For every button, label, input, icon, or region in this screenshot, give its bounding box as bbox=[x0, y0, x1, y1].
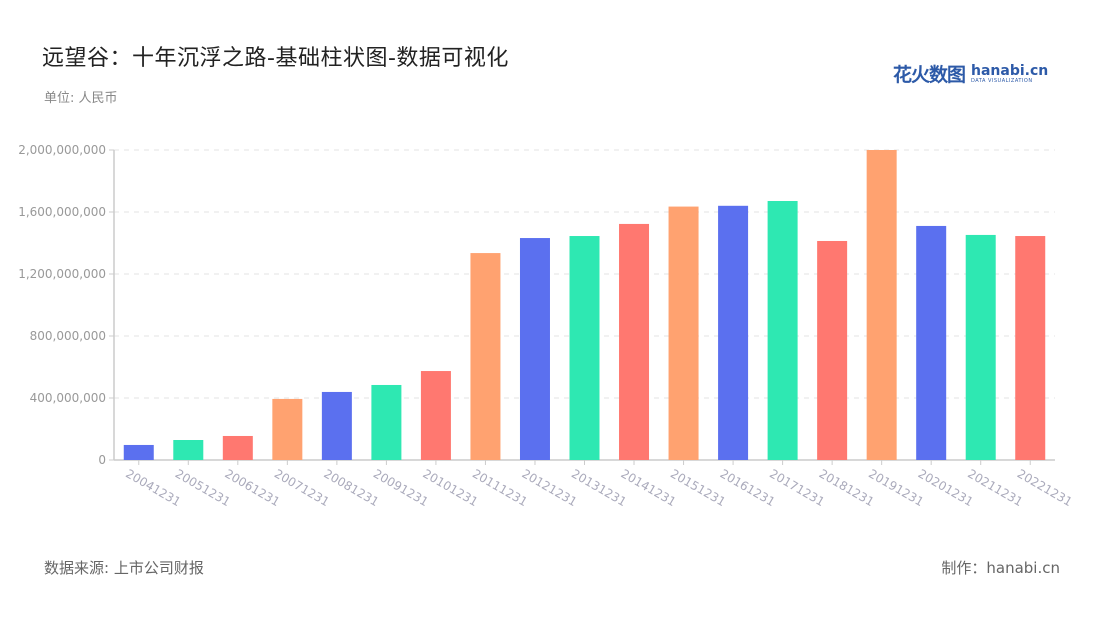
bar-20161231[interactable] bbox=[718, 205, 749, 460]
x-tick-label: 20171231 bbox=[767, 466, 827, 509]
x-tick-label: 20091231 bbox=[371, 466, 431, 509]
bar-20051231[interactable] bbox=[173, 440, 204, 460]
y-tick-label: 1,200,000,000 bbox=[18, 267, 106, 281]
credit-label: 制作：hanabi.cn bbox=[941, 559, 1060, 577]
logo-sub-text: DATA VISUALIZATION bbox=[971, 77, 1033, 84]
x-tick-label: 20211231 bbox=[965, 466, 1025, 509]
bar-20191231[interactable] bbox=[866, 150, 897, 460]
x-tick-label: 20041231 bbox=[123, 466, 183, 509]
bar-20131231[interactable] bbox=[569, 236, 600, 460]
x-tick-label: 20181231 bbox=[817, 466, 877, 509]
y-tick-label: 400,000,000 bbox=[30, 391, 106, 405]
x-tick-label: 20121231 bbox=[519, 466, 579, 509]
x-tick-label: 20131231 bbox=[569, 466, 629, 509]
chart-title: 远望谷：十年沉浮之路-基础柱状图-数据可视化 bbox=[42, 46, 509, 71]
x-tick-label: 20151231 bbox=[668, 466, 728, 509]
bar-20171231[interactable] bbox=[767, 200, 798, 460]
x-tick-label: 20191231 bbox=[866, 466, 926, 509]
x-tick-label: 20221231 bbox=[1015, 466, 1075, 509]
x-tick-label: 20161231 bbox=[718, 466, 778, 509]
bar-20111231[interactable] bbox=[470, 253, 501, 460]
brand-logo: 花火数图 hanabi.cn DATA VISUALIZATION bbox=[893, 60, 1048, 87]
bar-20151231[interactable] bbox=[668, 206, 699, 460]
bar-20061231[interactable] bbox=[222, 435, 253, 460]
bar-20091231[interactable] bbox=[371, 384, 402, 460]
x-tick-label: 20051231 bbox=[173, 466, 233, 509]
bar-20201231[interactable] bbox=[916, 225, 947, 460]
bar-20121231[interactable] bbox=[519, 238, 550, 460]
logo-en-block: hanabi.cn DATA VISUALIZATION bbox=[971, 64, 1048, 84]
x-tick-label: 20111231 bbox=[470, 466, 530, 509]
data-source: 数据来源: 上市公司财报 bbox=[44, 559, 204, 577]
x-tick-label: 20071231 bbox=[272, 466, 332, 509]
x-tick-label: 20141231 bbox=[619, 466, 679, 509]
bar-20101231[interactable] bbox=[420, 371, 451, 460]
x-tick-label: 20201231 bbox=[916, 466, 976, 509]
unit-label: 单位: 人民币 bbox=[44, 91, 118, 106]
y-tick-label: 800,000,000 bbox=[30, 329, 106, 343]
bar-20221231[interactable] bbox=[1015, 236, 1046, 460]
logo-cn-text: 花火数图 bbox=[893, 64, 966, 86]
bar-20141231[interactable] bbox=[619, 223, 650, 460]
x-tick-label: 20081231 bbox=[321, 466, 381, 509]
bar-20041231[interactable] bbox=[123, 444, 154, 460]
x-tick-label: 20061231 bbox=[222, 466, 282, 509]
logo-en-text: hanabi.cn bbox=[971, 62, 1049, 79]
y-tick-label: 0 bbox=[98, 453, 106, 467]
bar-20071231[interactable] bbox=[272, 398, 303, 460]
bar-20181231[interactable] bbox=[817, 240, 848, 460]
bar-20081231[interactable] bbox=[321, 391, 352, 460]
y-tick-label: 1,600,000,000 bbox=[18, 205, 106, 219]
y-tick-label: 2,000,000,000 bbox=[18, 143, 106, 157]
x-tick-label: 20101231 bbox=[420, 466, 480, 509]
bar-20211231[interactable] bbox=[965, 234, 996, 460]
